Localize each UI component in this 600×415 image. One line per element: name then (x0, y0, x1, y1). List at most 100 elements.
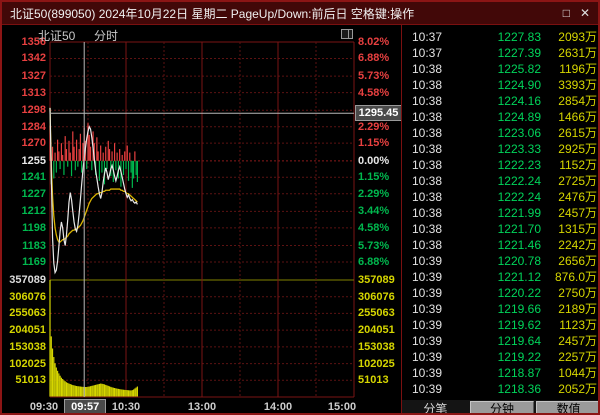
tick-time: 10:37 (412, 30, 443, 44)
tick-row[interactable]: 10:38 1222.24 2476万 (403, 189, 598, 205)
tick-time: 10:38 (412, 174, 443, 188)
volume-axis-label: 204051 (9, 324, 46, 337)
quote-panel-tabs: 分笔 分钟 数值 (402, 400, 598, 413)
title-bar[interactable]: 北证50(899050) 2024年10月22日 星期二 PageUp/Down… (2, 2, 598, 25)
time-axis-label: 14:00 (263, 401, 293, 413)
tick-row[interactable]: 10:39 1218.36 2052万 (403, 381, 598, 397)
tick-volume: 2750万 (558, 286, 597, 300)
tick-volume: 2656万 (558, 254, 597, 268)
panel-divider (401, 24, 402, 413)
tick-price: 1227.83 (497, 30, 541, 44)
tick-price: 1224.90 (497, 78, 541, 92)
tick-price: 1219.22 (497, 350, 541, 364)
tick-price: 1224.89 (497, 110, 541, 124)
close-button[interactable]: ✕ (579, 6, 590, 20)
tick-time: 10:38 (412, 62, 443, 76)
tick-price: 1224.16 (497, 94, 541, 108)
crosshair-time-readout: 09:57 (64, 399, 107, 413)
tick-row[interactable]: 10:38 1223.33 2925万 (403, 141, 598, 157)
tick-row[interactable]: 10:39 1219.62 1123万 (403, 317, 598, 333)
tick-price: 1227.39 (497, 46, 541, 60)
tick-row[interactable]: 10:39 1220.22 2750万 (403, 285, 598, 301)
tick-row[interactable]: 10:38 1222.23 1152万 (403, 157, 598, 173)
tick-time: 10:38 (412, 126, 443, 140)
price-axis-label: 1270 (21, 137, 46, 150)
price-axis-label: 1183 (22, 239, 46, 252)
tick-volume: 1123万 (559, 318, 597, 332)
tick-time: 10:38 (412, 190, 443, 204)
tick-row[interactable]: 10:37 1227.83 2093万 (403, 29, 598, 45)
tick-row[interactable]: 10:39 1219.66 2189万 (403, 301, 598, 317)
tick-list: 10:37 1227.83 2093万 10:37 1227.39 2631万 10:38 1… (403, 29, 598, 397)
tick-price: 1221.12 (497, 270, 541, 284)
volume-axis-label: 306076 (9, 290, 46, 303)
tick-row[interactable]: 10:37 1227.39 2631万 (403, 45, 598, 61)
time-axis-label: 13:00 (187, 401, 217, 413)
tick-volume: 2854万 (558, 94, 597, 108)
tick-time: 10:39 (412, 254, 443, 268)
percent-axis-label: 1.15% (358, 171, 390, 184)
price-axis-label: 1342 (21, 52, 46, 65)
tick-price: 1219.66 (497, 302, 541, 316)
tick-time: 10:38 (412, 158, 443, 172)
tick-row[interactable]: 10:39 1221.12 876.0万 (403, 269, 598, 285)
tick-row[interactable]: 10:38 1225.82 1196万 (403, 61, 598, 77)
average-price-line (49, 107, 138, 243)
tick-price: 1220.78 (497, 254, 541, 268)
tick-row[interactable]: 10:38 1223.06 2615万 (403, 125, 598, 141)
window-controls: □ ✕ (563, 6, 598, 20)
tick-row[interactable]: 10:38 1221.46 2242万 (403, 237, 598, 253)
percent-axis-label: 8.02% (358, 36, 390, 48)
tick-row[interactable]: 10:39 1220.78 2656万 (403, 253, 598, 269)
tick-time: 10:39 (412, 366, 443, 380)
volume-axis-label: 51013 (358, 374, 389, 387)
tick-price: 1225.82 (497, 62, 541, 76)
tick-time: 10:38 (412, 94, 443, 108)
tick-row[interactable]: 10:38 1221.99 2457万 (403, 205, 598, 221)
tick-price: 1222.24 (497, 174, 541, 188)
tick-price: 1219.64 (497, 334, 541, 348)
tick-time: 10:39 (412, 270, 443, 284)
maximize-button[interactable]: □ (562, 6, 570, 20)
tick-row[interactable]: 10:38 1224.89 1466万 (403, 109, 598, 125)
tick-volume: 1466万 (558, 110, 597, 124)
tick-row[interactable]: 10:38 1224.16 2854万 (403, 93, 598, 109)
tick-time: 10:39 (412, 334, 443, 348)
tick-price: 1222.23 (497, 158, 541, 172)
tick-volume: 2457万 (558, 334, 597, 348)
tick-row[interactable]: 10:38 1221.70 1315万 (403, 221, 598, 237)
tick-row[interactable]: 10:38 1224.90 3393万 (403, 77, 598, 93)
window-title: 北证50(899050) 2024年10月22日 星期二 PageUp/Down… (10, 6, 415, 21)
tick-volume: 2242万 (558, 238, 597, 252)
tick-volume: 2052万 (558, 382, 597, 396)
price-axis-label: 1356 (21, 36, 46, 48)
price-axis-label: 1284 (21, 120, 46, 133)
volume-axis-label: 357089 (358, 274, 395, 286)
tab-tick[interactable]: 分笔 (403, 401, 468, 413)
price-axis-label: 1212 (21, 205, 46, 218)
tick-volume: 3393万 (558, 78, 597, 92)
tick-price: 1218.36 (497, 382, 541, 396)
split-page-icon[interactable] (341, 29, 353, 39)
volume-axis-label: 51013 (15, 374, 46, 387)
tick-volume: 2925万 (558, 142, 597, 156)
tick-time: 10:38 (412, 142, 443, 156)
chart-mode-label: 分时 (94, 29, 119, 43)
tick-time: 10:38 (412, 206, 443, 220)
volume-axis-label: 102025 (358, 357, 395, 370)
tick-volume: 876.0万 (554, 270, 597, 284)
time-axis-label: 10:30 (111, 401, 141, 413)
tab-minute[interactable]: 分钟 (469, 401, 535, 413)
percent-axis-label: 3.44% (358, 205, 390, 218)
percent-axis-label: 5.73% (358, 70, 390, 83)
tick-row[interactable]: 10:39 1219.64 2457万 (403, 333, 598, 349)
tick-time: 10:39 (412, 350, 443, 364)
percent-axis-label: 6.88% (358, 256, 390, 268)
volume-axis-label: 306076 (358, 290, 395, 303)
tick-row[interactable]: 10:39 1218.87 1044万 (403, 365, 598, 381)
tick-row[interactable]: 10:38 1222.24 2725万 (403, 173, 598, 189)
price-axis-label: 1198 (22, 221, 46, 234)
tick-row[interactable]: 10:39 1219.22 2257万 (403, 349, 598, 365)
tab-value[interactable]: 数值 (536, 401, 598, 413)
